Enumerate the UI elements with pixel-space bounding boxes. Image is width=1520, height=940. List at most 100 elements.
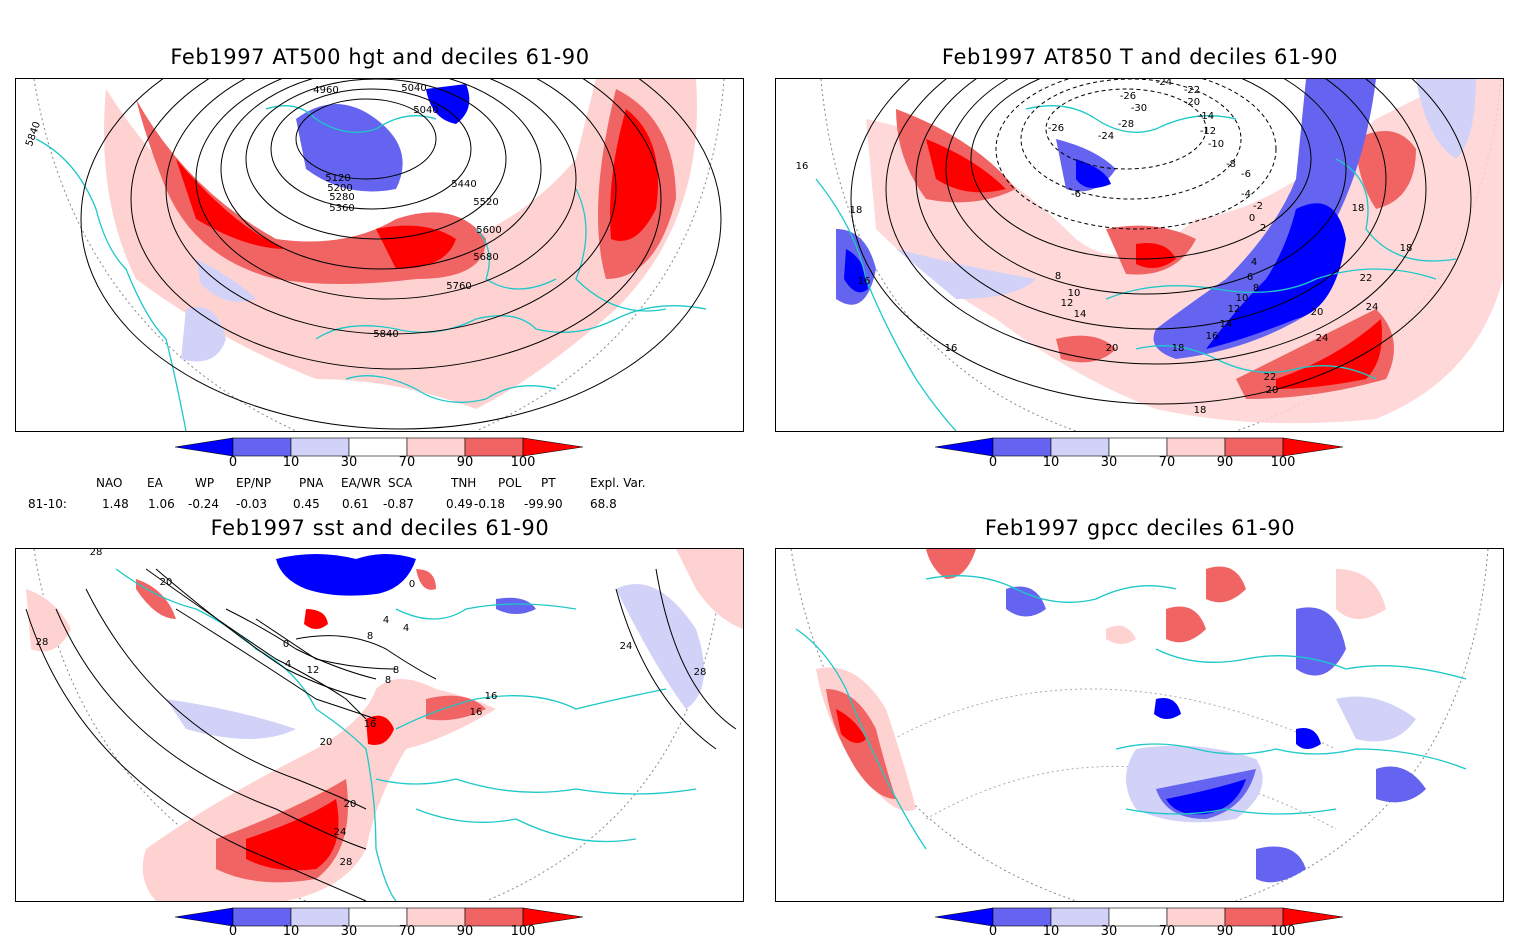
contour-label: -6 (1071, 189, 1081, 200)
contour-label: -24 (1156, 79, 1172, 88)
cbar-segment (406, 437, 466, 457)
index-header: EA/WR (341, 476, 382, 490)
contour-label: -26 (1120, 91, 1136, 102)
contour-label: -24 (1098, 131, 1114, 142)
index-value: 68.8 (590, 497, 617, 511)
cbar-tick: 70 (398, 455, 416, 470)
contour-label: -12 (1200, 126, 1216, 137)
contour-label: 14 (1074, 309, 1087, 320)
colorbar-gpcc: 0 10 30 70 90 100 (934, 907, 1345, 940)
cbar-tick: 90 (456, 924, 474, 939)
colorbar-hgt500: 0 10 30 70 90 100 (174, 437, 585, 478)
contour-label: 6 (1247, 272, 1253, 283)
contour-label: 4 (285, 659, 291, 670)
contour-label: -26 (1048, 123, 1064, 134)
contour-label: 20 (1311, 307, 1324, 318)
contour-label: 5440 (451, 179, 476, 190)
contour-label: 28 (340, 857, 353, 868)
contour-label: 8 (367, 631, 373, 642)
index-header: PNA (299, 476, 324, 490)
coastlines (815, 105, 1457, 431)
contour-label: 0 (409, 579, 415, 590)
contour-label: 18 (1352, 203, 1365, 214)
contour-label: 2 (1260, 223, 1266, 234)
index-header: Expl. Var. (590, 476, 646, 490)
contour-label: 8 (393, 665, 399, 676)
map-panel-t850: -24 -22 -26 -30 -28 -26 -24 -20 -14 -12 … (775, 78, 1504, 432)
cbar-segment (522, 437, 584, 457)
contour-label: 28 (36, 637, 49, 648)
cbar-segment (232, 437, 292, 457)
contour-label: 20 (1106, 343, 1119, 354)
contour-label: 12 (1061, 298, 1074, 309)
index-value: -0.87 (383, 497, 415, 511)
contour-label: 20 (1266, 385, 1279, 396)
coastlines (795, 575, 1467, 850)
cbar-tick: 10 (1042, 455, 1060, 470)
sst-contours (25, 568, 737, 901)
contour-label: 5280 (329, 192, 354, 203)
cbar-tick: 30 (340, 924, 358, 939)
index-header: SCA (388, 476, 413, 490)
contour-label: 20 (320, 737, 333, 748)
contour-label: 18 (1194, 405, 1207, 416)
contour-label: -14 (1198, 111, 1214, 122)
contour-label: 14 (1220, 319, 1233, 330)
cbar-tick: 0 (988, 924, 998, 939)
hgt-contours (80, 79, 722, 430)
contour-label: 10 (1068, 288, 1081, 299)
contour-label: -10 (1208, 139, 1224, 150)
contour-label: 0 (1249, 213, 1255, 224)
contour-label: 12 (307, 665, 320, 676)
cbar-tick: 70 (398, 924, 416, 939)
cbar-tick: 70 (1158, 924, 1176, 939)
contour-label: 16 (364, 719, 377, 730)
colorbar-sst: 0 10 30 70 90 100 (174, 907, 585, 940)
panel-title-hgt500: Feb1997 AT500 hgt and deciles 61-90 (170, 45, 590, 69)
contour-label: 28 (694, 667, 707, 678)
contour-label: -22 (1184, 85, 1200, 96)
panel-title-sst: Feb1997 sst and deciles 61-90 (210, 516, 550, 540)
index-value: 0.49 (446, 497, 473, 511)
contour-label: 5840 (24, 120, 43, 148)
contour-label: 12 (1228, 304, 1241, 315)
contour-label: 4960 (313, 85, 338, 96)
contour-label: 5200 (327, 183, 352, 194)
index-value: 0.61 (342, 497, 369, 511)
cbar-segment (464, 437, 524, 457)
contour-label: -2 (1253, 201, 1263, 212)
contour-label: 16 (945, 343, 958, 354)
map-panel-sst: 28 28 20 0 4 8 0 4 4 8 12 16 16 20 20 24… (15, 548, 744, 902)
contour-label: 5040 (413, 105, 438, 116)
contour-label: 0 (283, 639, 289, 650)
cbar-tick: 0 (228, 924, 238, 939)
cbar-tick: 100 (510, 455, 536, 470)
index-value: 1.48 (102, 497, 129, 511)
contour-label: 20 (160, 577, 173, 588)
index-value: -99.90 (524, 497, 563, 511)
contour-label: 4 (383, 615, 389, 626)
contour-label: -8 (1226, 159, 1236, 170)
contour-label: 16 (470, 707, 483, 718)
contour-label: 8 (385, 675, 391, 686)
cbar-tick: 90 (1216, 924, 1234, 939)
contour-label: -20 (1184, 97, 1200, 108)
index-header: TNH (451, 476, 477, 490)
contour-label: 28 (90, 549, 103, 558)
decile-shading-light-red (104, 79, 697, 409)
index-value: -0.18 (474, 497, 506, 511)
cbar-tick: 100 (510, 924, 536, 939)
panel-title-t850: Feb1997 AT850 T and deciles 61-90 (941, 45, 1339, 69)
colorbar-t850: 0 10 30 70 90 100 (934, 437, 1345, 478)
contour-label: 5840 (373, 329, 398, 340)
cbar-tick: 0 (228, 455, 238, 470)
contour-label: 5360 (329, 203, 354, 214)
contour-label: 16 (485, 691, 498, 702)
cbar-tick: 30 (340, 455, 358, 470)
t850-contours (850, 79, 1472, 405)
contour-label: 18 (850, 205, 863, 216)
contour-label: 5600 (476, 225, 501, 236)
contour-label: 20 (344, 799, 357, 810)
index-value: 0.45 (293, 497, 320, 511)
contour-label: 8 (1253, 283, 1259, 294)
